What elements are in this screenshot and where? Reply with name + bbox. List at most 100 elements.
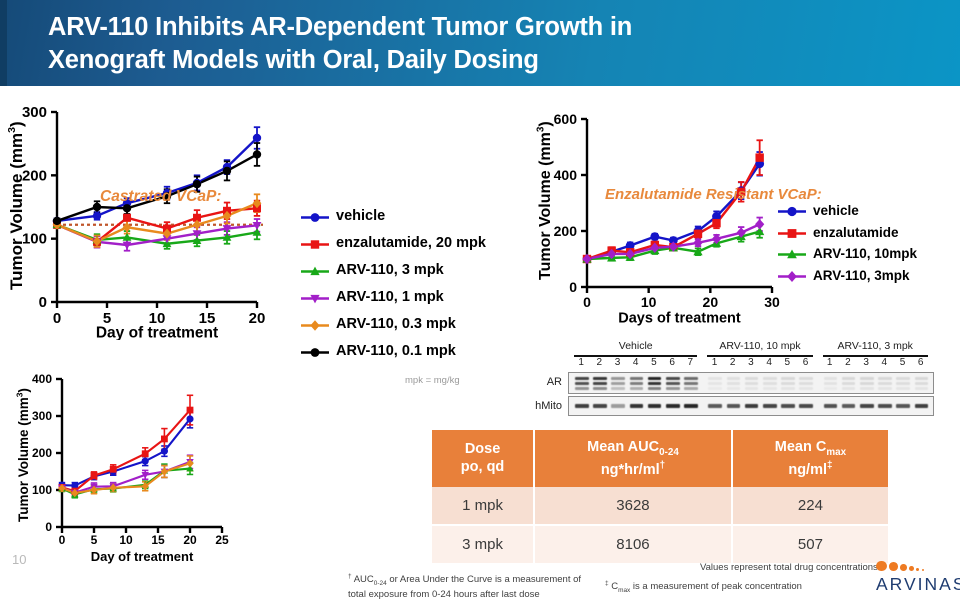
blot-band xyxy=(726,387,741,390)
logo-dot-icon xyxy=(876,560,887,571)
chart-castrated-vcap-plot: 0 100 200 300 0 5 10 15 20 Tumor Volume (mm3) Day … xyxy=(6,104,266,341)
blot-band xyxy=(781,404,795,408)
blot-band xyxy=(647,404,662,408)
pk-cell-cmax: 224 xyxy=(731,486,888,526)
blot-lane-number: 4 xyxy=(766,357,772,368)
svg-text:300: 300 xyxy=(32,409,52,423)
logo-dot-icon xyxy=(889,562,898,571)
page-number: 10 xyxy=(12,552,27,567)
blot-band xyxy=(914,387,929,390)
legend-marker-icon xyxy=(300,235,330,254)
blot-lane-number: 2 xyxy=(845,357,851,368)
blot-band xyxy=(781,387,795,390)
logo-dot-icon xyxy=(900,564,907,571)
blot-band xyxy=(726,404,741,408)
blot-group-label: Vehicle xyxy=(618,340,653,352)
blot-band xyxy=(575,377,589,381)
legend-label: ARV-110, 0.1 mpk xyxy=(336,343,456,359)
legend-marker-icon xyxy=(300,316,330,335)
blot-band xyxy=(666,404,680,408)
svg-text:0: 0 xyxy=(39,294,47,311)
logo-dot-icon xyxy=(922,568,925,571)
blot-band xyxy=(629,382,644,386)
legend-label: vehicle xyxy=(336,208,386,224)
svg-text:10: 10 xyxy=(149,310,166,327)
svg-text:25: 25 xyxy=(215,533,229,547)
blot-band xyxy=(896,404,911,408)
slide-title-line1: ARV-110 Inhibits AR-Dependent Tumor Grow… xyxy=(48,13,633,41)
svg-text:Day of treatment: Day of treatment xyxy=(91,549,194,564)
chart-castrated-vcap: Castrated VCaP: 0 100 200 300 0 5 10 15 20 Tumor … xyxy=(0,90,500,386)
blot-band xyxy=(841,377,856,381)
blot-band xyxy=(611,404,626,408)
blot-band xyxy=(781,382,795,386)
logo-dot-icon xyxy=(909,566,914,571)
blot-band xyxy=(684,404,698,408)
blot-band xyxy=(708,387,723,390)
blot-band xyxy=(593,382,607,386)
legend-label: enzalutamide, 20 mpk xyxy=(336,235,486,251)
blot-group-label: ARV-110, 10 mpk xyxy=(719,340,801,352)
svg-text:0: 0 xyxy=(45,520,52,534)
blot-band xyxy=(860,377,874,381)
blot-band xyxy=(629,387,644,390)
blot-band xyxy=(666,377,680,381)
blot-band xyxy=(878,382,892,386)
blot-band xyxy=(726,377,741,381)
svg-text:Tumor Volume (mm3): Tumor Volume (mm3) xyxy=(535,121,554,280)
blot-band xyxy=(647,387,662,390)
blot-band xyxy=(763,387,777,390)
legend-label: ARV-110, 1 mpk xyxy=(336,289,444,305)
blot-band xyxy=(575,387,589,390)
blot-band xyxy=(896,377,911,381)
blot-band xyxy=(629,404,644,408)
chart-enza-resistant-vcap: Enzalutamide Resistant VCaP: 0 200 400 600 0… xyxy=(510,90,960,340)
svg-text:Days of treatment: Days of treatment xyxy=(618,311,741,327)
blot-band xyxy=(763,377,777,381)
blot-band xyxy=(841,404,856,408)
title-bar-left-edge xyxy=(0,0,7,86)
blot-band-row-hmito xyxy=(568,396,934,416)
pk-table-header-row: Dose po, qd Mean AUC0-24 ng*hr/ml† Mean … xyxy=(432,430,888,487)
svg-text:400: 400 xyxy=(32,372,52,386)
blot-band xyxy=(878,377,892,381)
blot-band xyxy=(823,387,838,390)
blot-band-row-ar xyxy=(568,372,934,394)
blot-lane-number: 1 xyxy=(578,357,584,368)
footnote-auc-rest: or Area Under the Curve is a measurement… xyxy=(348,574,582,600)
blot-lane-number: 6 xyxy=(917,357,924,368)
svg-text:15: 15 xyxy=(151,533,165,547)
pk-table-row: 3 mpk 8106 507 xyxy=(432,524,888,565)
blot-band xyxy=(878,387,892,390)
blot-band xyxy=(914,404,929,408)
blot-lane-number: 5 xyxy=(784,357,791,368)
legend-marker-icon xyxy=(300,289,330,308)
slide-title-bar: ARV-110 Inhibits AR-Dependent Tumor Grow… xyxy=(0,0,960,86)
blot-lane-number: 5 xyxy=(899,357,906,368)
blot-lane-number: 3 xyxy=(863,357,869,368)
svg-text:20: 20 xyxy=(703,294,719,310)
blot-band xyxy=(684,382,698,386)
pk-cell-cmax: 507 xyxy=(731,524,888,565)
svg-text:200: 200 xyxy=(554,223,578,239)
blot-band xyxy=(744,387,759,390)
chart-castrated-vcap-title: Castrated VCaP: xyxy=(100,188,222,205)
blot-lane-number: 4 xyxy=(632,357,639,368)
blot-band xyxy=(860,404,874,408)
svg-text:Day of treatment: Day of treatment xyxy=(96,325,218,341)
legend-marker-icon xyxy=(777,245,807,264)
blot-band xyxy=(896,387,911,390)
blot-band xyxy=(823,382,838,386)
legend-label: ARV-110, 0.3 mpk xyxy=(336,316,456,332)
blot-band xyxy=(744,377,759,381)
blot-band xyxy=(744,404,759,408)
blot-lane-number: 5 xyxy=(651,357,657,368)
blot-band xyxy=(781,377,795,381)
blot-lane-number: 3 xyxy=(614,357,621,368)
blot-band xyxy=(860,387,874,390)
blot-band xyxy=(744,382,759,386)
svg-text:20: 20 xyxy=(249,310,266,327)
blot-band xyxy=(575,404,589,408)
blot-lane-number: 1 xyxy=(826,357,833,368)
blot-band xyxy=(593,387,607,390)
